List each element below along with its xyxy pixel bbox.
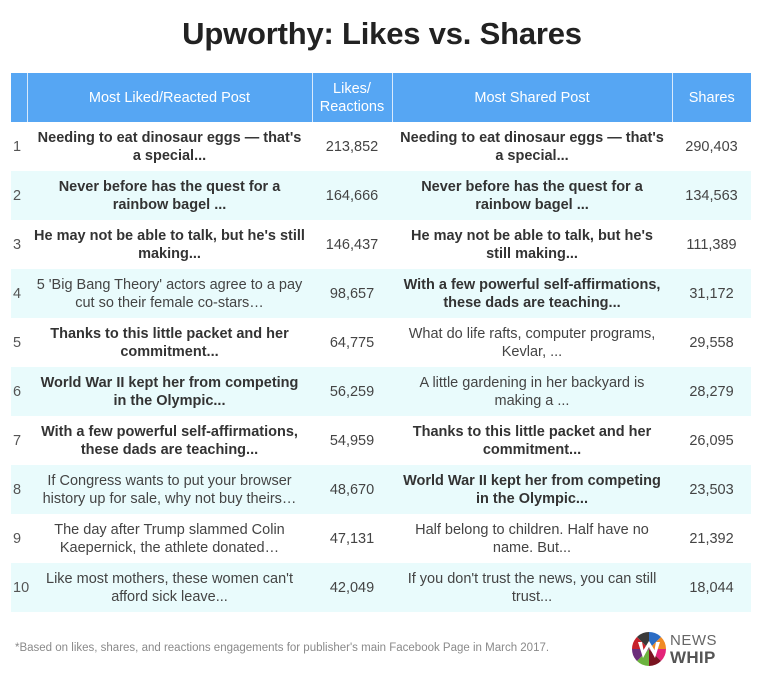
shares-cell: 26,095: [689, 432, 734, 449]
rank-cell: 3: [13, 236, 22, 253]
rank-cell: 7: [13, 432, 22, 449]
table-header-row: Most Liked/Reacted Post Likes/ Reactions…: [11, 73, 751, 122]
table-row: 5 Thanks to this little packet and her c…: [11, 318, 751, 367]
table-row: 2 Never before has the quest for a rainb…: [11, 171, 751, 220]
liked-post-cell: Never before has the quest for a rainbow…: [27, 171, 312, 220]
rank-cell: 5: [13, 334, 22, 351]
table-row: 1 Needing to eat dinosaur eggs — that's …: [11, 122, 751, 171]
rank-cell: 9: [13, 530, 22, 547]
likes-cell: 98,657: [312, 269, 392, 318]
header-rank: [11, 73, 27, 122]
shared-post-cell: Needing to eat dinosaur eggs — that's a …: [400, 129, 664, 164]
page-title: Upworthy: Likes vs. Shares: [182, 16, 582, 51]
shares-cell: 23,503: [672, 465, 751, 514]
shared-post-cell: What do life rafts, computer programs, K…: [408, 325, 656, 360]
likes-cell: 48,670: [312, 465, 392, 514]
liked-post-cell: Needing to eat dinosaur eggs — that's a …: [37, 129, 302, 164]
rank-cell: 8: [11, 465, 27, 514]
shared-post-cell: He may not be able to talk, but he's sti…: [411, 227, 653, 262]
shares-cell: 111,389: [686, 236, 737, 253]
table-row: 9 The day after Trump slammed Colin Kaep…: [11, 514, 751, 563]
table-row: 7 With a few powerful self-affirmations,…: [11, 416, 751, 465]
shared-post-cell: If you don't trust the news, you can sti…: [392, 563, 672, 612]
logo-text-whip: WHIP: [670, 648, 716, 667]
likes-cell: 54,959: [329, 432, 375, 449]
rank-cell: 2: [11, 171, 27, 220]
likes-cell: 146,437: [325, 236, 379, 253]
rank-cell: 1: [13, 138, 22, 155]
liked-post-cell: With a few powerful self-affirmations, t…: [41, 423, 298, 458]
liked-post-cell: If Congress wants to put your browser hi…: [27, 465, 312, 514]
liked-post-cell: He may not be able to talk, but he's sti…: [34, 227, 305, 262]
newswhip-wheel-icon: [632, 632, 666, 666]
table-row: 6 World War II kept her from competing i…: [11, 367, 751, 416]
header-liked-post: Most Liked/Reacted Post: [26, 73, 312, 122]
header-shares: Shares: [671, 73, 751, 122]
likes-cell: 64,775: [329, 334, 375, 351]
liked-post-cell: The day after Trump slammed Colin Kaeper…: [54, 521, 285, 556]
header-likes-line1: Likes/: [333, 80, 371, 97]
likes-cell: 47,131: [329, 530, 375, 547]
shared-post-cell: Thanks to this little packet and her com…: [412, 423, 652, 458]
likes-cell: 164,666: [312, 171, 392, 220]
liked-post-cell: Thanks to this little packet and her com…: [50, 325, 289, 360]
likes-cell: 213,852: [325, 138, 379, 155]
shares-cell: 18,044: [672, 563, 751, 612]
liked-post-cell: World War II kept her from competing in …: [27, 367, 312, 416]
likes-cell: 42,049: [312, 563, 392, 612]
header-likes: Likes/ Reactions: [311, 73, 392, 122]
shares-cell: 290,403: [685, 138, 738, 155]
table-row: 3 He may not be able to talk, but he's s…: [11, 220, 751, 269]
shared-post-cell: Never before has the quest for a rainbow…: [392, 171, 672, 220]
rank-cell: 10: [11, 563, 29, 612]
header-likes-line2: Reactions: [319, 98, 385, 115]
shares-cell: 31,172: [672, 269, 751, 318]
logo-text-news: NEWS: [670, 632, 717, 649]
table-row: 8 If Congress wants to put your browser …: [11, 465, 751, 514]
shares-cell: 21,392: [689, 530, 734, 547]
shared-post-cell: Half belong to children. Half have no na…: [415, 521, 649, 556]
newswhip-logo: NEWS WHIP: [632, 630, 742, 668]
shares-cell: 134,563: [672, 171, 751, 220]
rank-cell: 4: [11, 269, 27, 318]
likes-cell: 56,259: [312, 367, 392, 416]
likes-vs-shares-table: Most Liked/Reacted Post Likes/ Reactions…: [11, 73, 751, 612]
table-row: 10 Like most mothers, these women can't …: [11, 563, 751, 612]
liked-post-cell: Like most mothers, these women can't aff…: [27, 563, 312, 612]
shares-cell: 28,279: [672, 367, 751, 416]
liked-post-cell: 5 'Big Bang Theory' actors agree to a pa…: [27, 269, 312, 318]
shared-post-cell: With a few powerful self-affirmations, t…: [392, 269, 672, 318]
rank-cell: 6: [11, 367, 27, 416]
shared-post-cell: A little gardening in her backyard is ma…: [392, 367, 672, 416]
table-row: 4 5 'Big Bang Theory' actors agree to a …: [11, 269, 751, 318]
header-shared-post: Most Shared Post: [391, 73, 672, 122]
footnote: *Based on likes, shares, and reactions e…: [15, 642, 550, 654]
shared-post-cell: World War II kept her from competing in …: [392, 465, 672, 514]
shares-cell: 29,558: [689, 334, 734, 351]
